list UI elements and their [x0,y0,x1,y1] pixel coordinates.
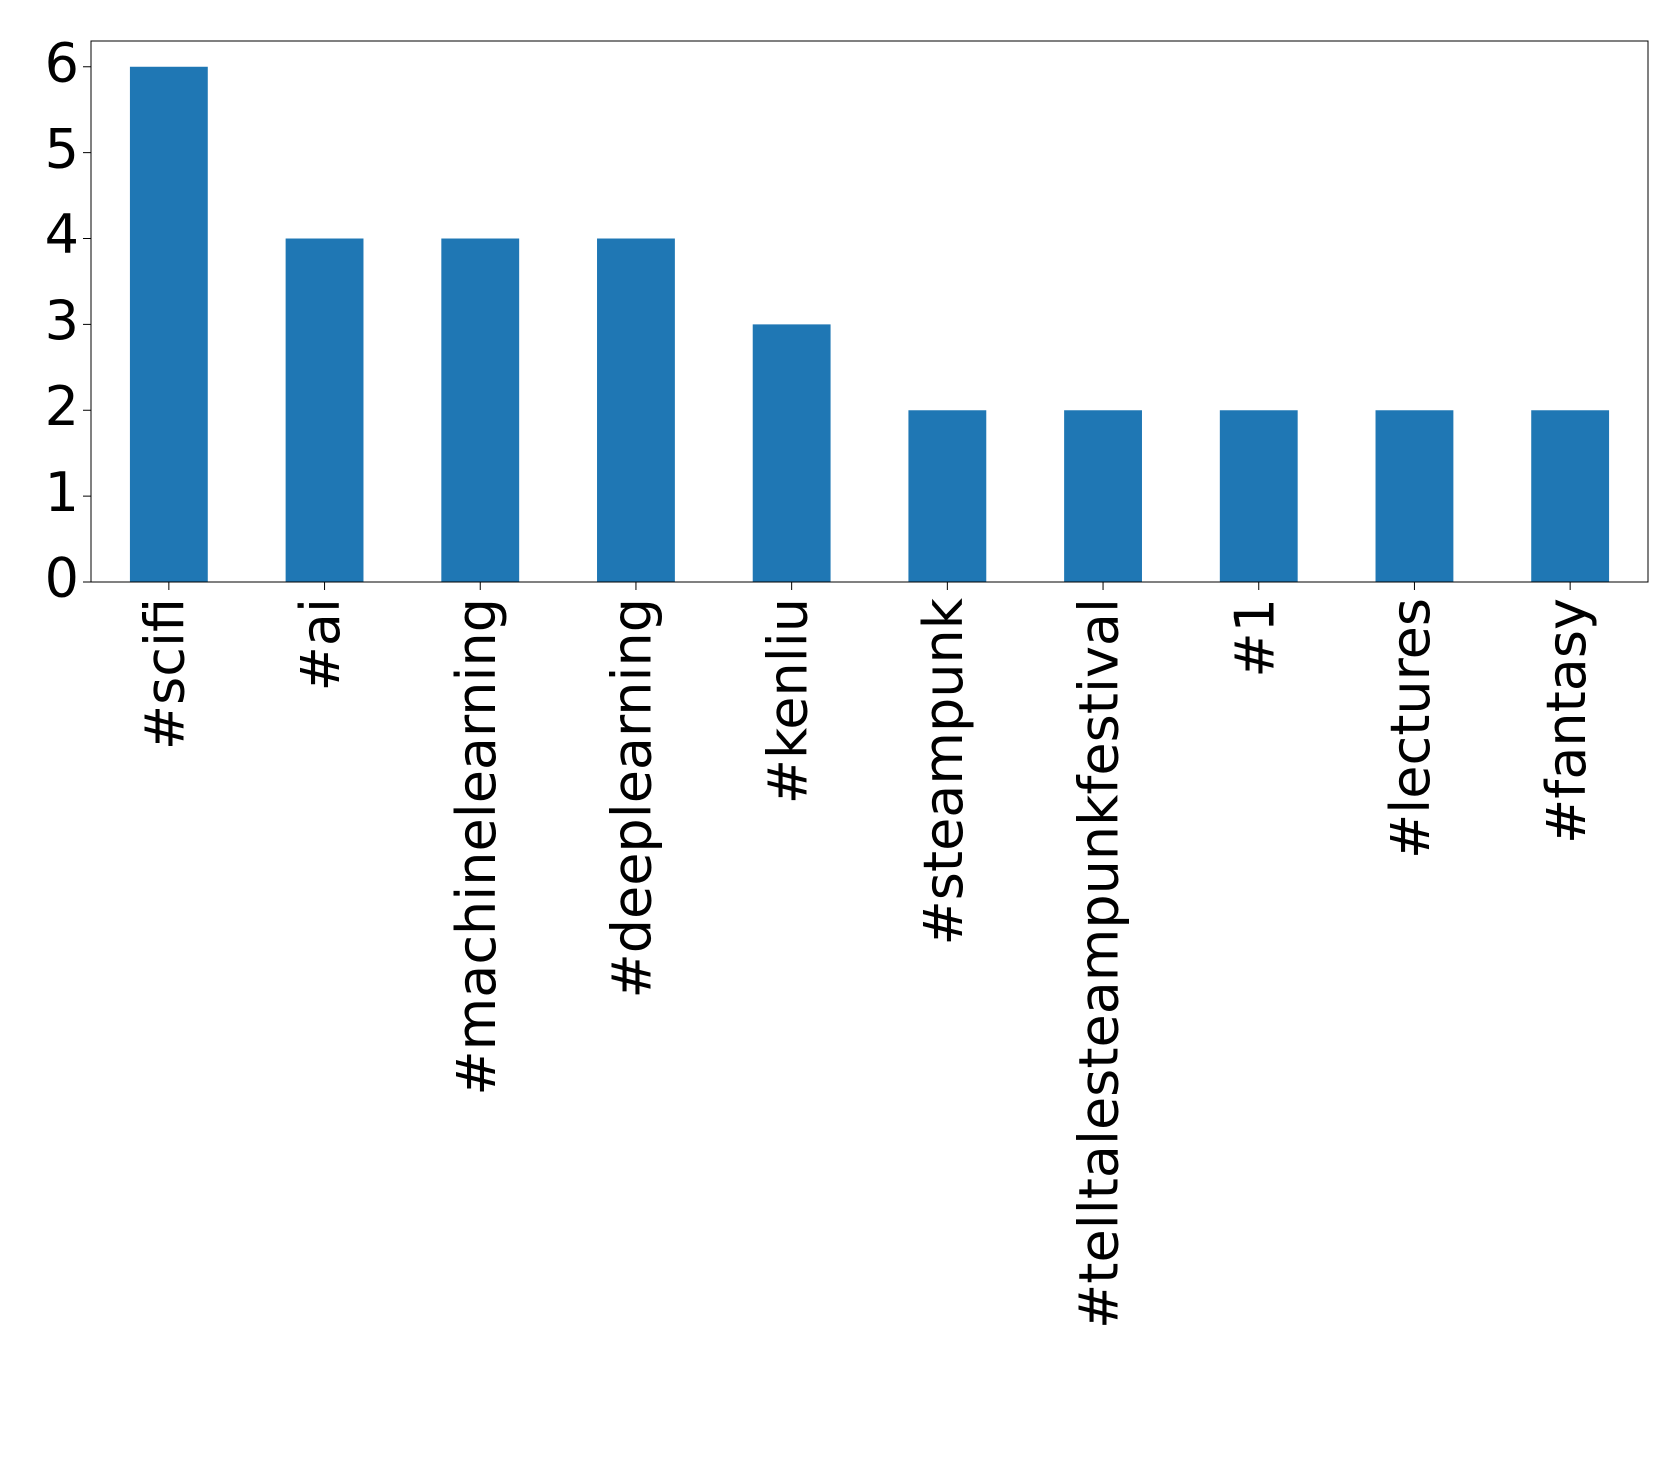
y-tick-label: 5 [45,117,79,180]
bar [1219,410,1298,582]
bar [752,324,831,582]
y-tick-label: 1 [45,461,79,524]
x-tick-label: #scifi [133,598,196,750]
x-tick-label: #machinelearning [445,598,508,1096]
y-tick-label: 0 [45,547,79,610]
y-tick-label: 6 [45,31,79,94]
y-tick-label: 3 [45,289,79,352]
x-tick-label: #1 [1223,598,1286,678]
x-tick-label: #lectures [1379,598,1442,859]
x-tick-label: #telltalesteampunkfestival [1068,598,1131,1329]
plot-frame [90,40,1649,583]
bar [285,238,364,582]
bar [908,410,987,582]
x-tick-label: #ai [289,598,352,691]
bar [441,238,520,582]
bar [1064,410,1142,582]
x-tick-label: #fantasy [1535,598,1598,844]
bar [597,238,675,582]
bar [129,66,208,582]
x-tick-label: #kenliu [756,598,819,804]
x-tick-label: #deeplearning [601,598,664,999]
y-tick-label: 2 [45,375,79,438]
y-tick-label: 4 [45,203,79,266]
x-tick-label: #steampunk [912,597,975,945]
bar [1375,410,1454,582]
bar [1531,410,1610,582]
